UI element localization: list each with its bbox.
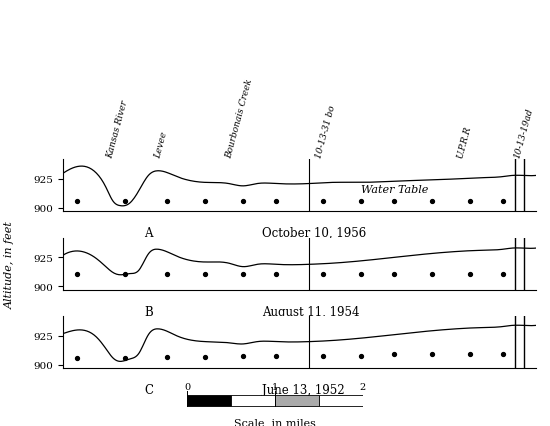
Text: October 10, 1956: October 10, 1956 (262, 227, 366, 239)
Text: Levee: Levee (153, 130, 169, 159)
Text: August 11, 1954: August 11, 1954 (262, 305, 359, 318)
Bar (275, 395, 319, 406)
Text: Kansas River: Kansas River (106, 99, 130, 159)
Text: 1: 1 (272, 382, 278, 391)
Text: 10-13-31 bo: 10-13-31 bo (314, 104, 337, 159)
Text: Altitude, in feet: Altitude, in feet (5, 220, 15, 308)
Text: June 13, 1952: June 13, 1952 (262, 383, 344, 396)
Bar (231, 395, 275, 406)
Text: 2: 2 (360, 382, 366, 391)
Bar (319, 395, 363, 406)
Text: Bourbonais Creek: Bourbonais Creek (224, 78, 254, 159)
Text: C: C (144, 383, 153, 396)
Text: B: B (144, 305, 153, 318)
Text: U.P.R.R: U.P.R.R (456, 124, 473, 159)
Text: 10-13-19ad: 10-13-19ad (513, 106, 535, 159)
Text: 0: 0 (184, 382, 190, 391)
Text: A: A (144, 227, 153, 239)
Text: Scale, in miles: Scale, in miles (234, 417, 316, 426)
Bar (187, 395, 231, 406)
Text: Water Table: Water Table (361, 185, 428, 195)
